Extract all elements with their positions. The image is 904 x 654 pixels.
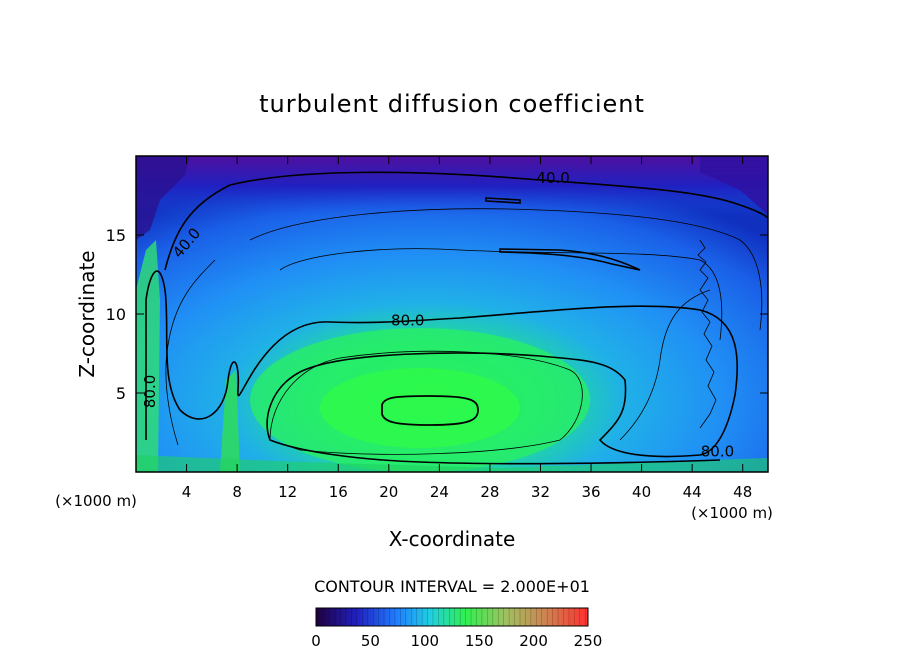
contour-60-arc [249,208,763,331]
x-axis-label: X-coordinate [389,527,516,551]
colorbar-gradient [316,608,588,626]
colorbar-stripes [318,608,586,626]
contour-label: 80.0 [391,311,424,329]
contour-lines [145,171,768,465]
colorbar-tick-label: 250 [574,632,603,650]
colorbar-ticks: 0 50 100 150 200 250 [311,632,602,650]
field-top-left-dark [136,156,190,240]
x-tick-label: 16 [329,483,348,501]
x-tick-label: 48 [733,483,752,501]
x-tick-label: 8 [232,483,242,501]
colorbar: 0 50 100 150 200 250 [311,607,602,650]
y-tick-label: 5 [116,384,126,403]
x-tick-label: 28 [480,483,499,501]
contour-right-wiggle [697,239,717,429]
contour-40-top [164,171,768,271]
colorbar-tick-label: 100 [410,632,439,650]
contour-60-left [165,259,216,446]
field-top-band [136,156,768,216]
contour-80 [145,270,739,465]
contour-60-upper [279,248,723,341]
contour-label: 80.0 [701,442,734,460]
y-axis-label: Z-coordinate [75,250,99,377]
x-tick-label: 12 [278,483,297,501]
colorbar-tick-label: 150 [465,632,494,650]
field-top-right-dark [700,156,768,215]
contour-label: 40.0 [536,169,569,187]
y-tick-label: 10 [106,305,126,324]
colorbar-tick-label: 200 [519,632,548,650]
contour-interval-label: CONTOUR INTERVAL = 2.000E+01 [314,577,590,596]
x-axis: 4 8 12 16 20 24 28 32 36 40 44 48 [182,156,752,501]
chart-title: turbulent diffusion coefficient [259,90,645,118]
y-axis: 5 10 15 [106,226,768,403]
x-tick-label: 44 [683,483,702,501]
x-tick-label: 36 [581,483,600,501]
x-tick-label: 20 [379,483,398,501]
y-tick-label: 15 [106,226,126,245]
plot-area [136,156,768,472]
x-tick-label: 24 [430,483,449,501]
colorbar-tick-label: 0 [311,632,321,650]
x-units-right: (×1000 m) [691,504,773,522]
x-tick-label: 4 [182,483,192,501]
contour-100 [269,350,583,455]
field-core-inner [320,368,520,448]
contour-120 [381,395,479,426]
colorbar-tick-label: 50 [361,632,380,650]
contour-bar-upper [485,197,521,204]
contour-60-right [619,289,711,441]
field-bottom-band [136,455,768,472]
contour-label: 80.0 [141,375,159,408]
colorbar-frame [315,607,589,627]
x-units-left: (×1000 m) [55,492,137,510]
x-tick-label: 32 [531,483,550,501]
x-tick-label: 40 [632,483,651,501]
contour-bar-lower [499,248,641,271]
field-left-column [136,240,160,472]
